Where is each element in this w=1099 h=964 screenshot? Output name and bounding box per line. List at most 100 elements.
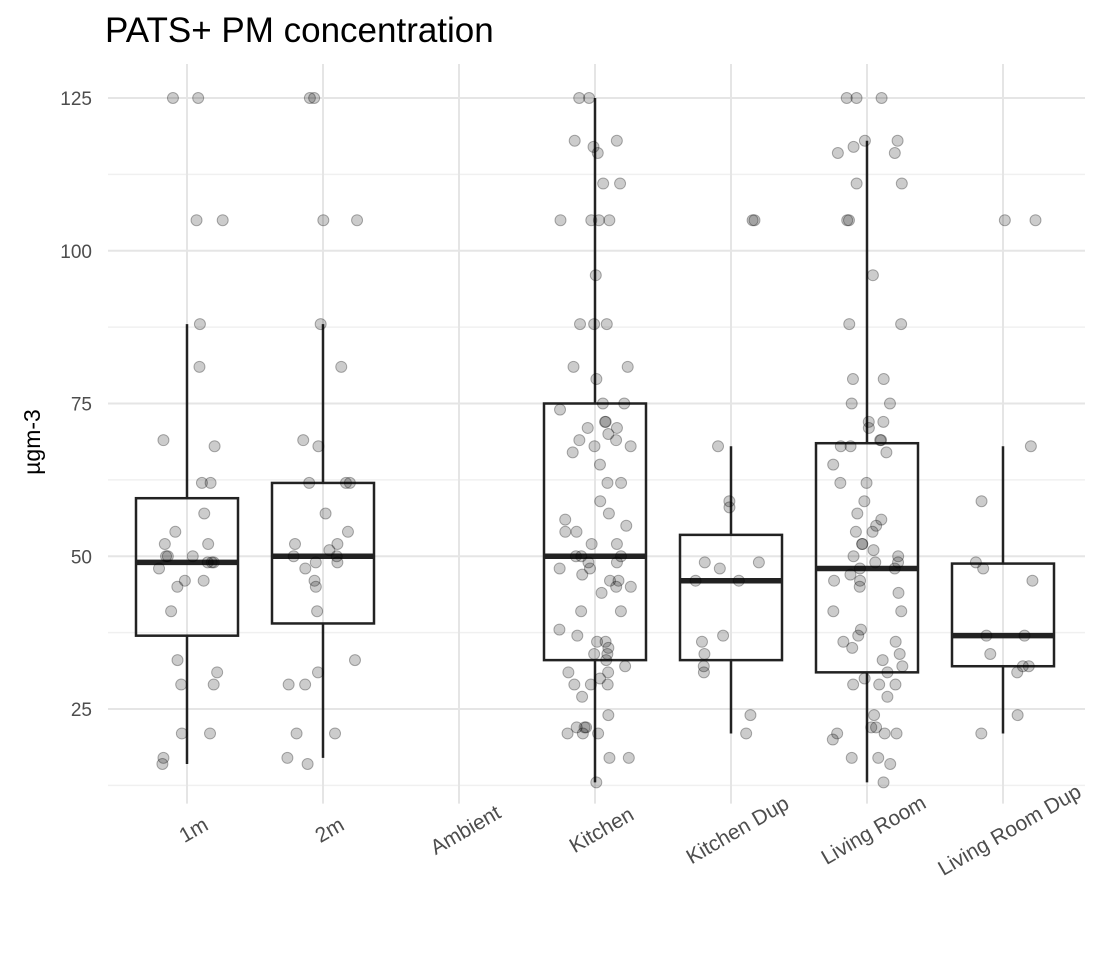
data-point (573, 434, 586, 447)
data-point (330, 550, 343, 563)
data-point (317, 214, 330, 227)
data-point (169, 525, 182, 538)
data-point (348, 654, 361, 667)
data-point (850, 92, 863, 104)
data-point (175, 678, 188, 691)
data-point (329, 727, 342, 740)
data-point (303, 476, 316, 489)
data-point (201, 556, 214, 569)
data-point (297, 434, 310, 447)
data-point (584, 678, 597, 691)
data-point (186, 550, 199, 563)
data-point (849, 525, 862, 538)
data-point (157, 434, 170, 447)
data-point (610, 434, 623, 447)
data-point (843, 318, 856, 331)
data-point (610, 556, 623, 569)
data-point (341, 525, 354, 538)
data-point (603, 214, 616, 227)
data-point (892, 586, 905, 599)
data-point (158, 538, 171, 551)
data-point (844, 440, 857, 453)
data-point (834, 440, 847, 453)
data-point (580, 721, 593, 734)
data-point (869, 556, 882, 569)
data-point (698, 648, 711, 661)
data-point (602, 709, 615, 722)
data-point (875, 434, 888, 447)
data-point (216, 214, 229, 227)
data-point (588, 440, 601, 453)
data-point (603, 751, 616, 764)
data-point (851, 507, 864, 520)
data-point (335, 360, 348, 373)
data-point (597, 177, 610, 190)
data-point (866, 525, 879, 538)
data-point (622, 751, 635, 764)
data-point (1011, 666, 1024, 679)
data-point (309, 580, 322, 593)
data-point (856, 538, 869, 551)
data-point (311, 605, 324, 618)
data-point (591, 635, 604, 648)
data-point (576, 690, 589, 703)
data-point (840, 92, 853, 104)
data-point (893, 648, 906, 661)
data-point (624, 580, 637, 593)
data-point (178, 574, 191, 587)
data-point (890, 727, 903, 740)
data-point (207, 556, 220, 569)
data-point (600, 654, 613, 667)
data-point (171, 654, 184, 667)
data-point (844, 568, 857, 581)
data-point (614, 177, 627, 190)
data-point (870, 519, 883, 532)
point-layer (153, 92, 1042, 789)
data-point (614, 550, 627, 563)
data-point (877, 776, 890, 789)
data-point (984, 648, 997, 661)
data-point (828, 574, 841, 587)
box-layer (134, 98, 1056, 783)
data-point (161, 550, 174, 563)
y-tick-label: 125 (60, 89, 92, 110)
data-point (175, 727, 188, 740)
data-point (582, 556, 595, 569)
data-point (339, 476, 352, 489)
data-point (569, 550, 582, 563)
data-point (874, 434, 887, 447)
data-point (858, 672, 871, 685)
data-point (873, 678, 886, 691)
data-point (153, 562, 166, 575)
data-point (570, 525, 583, 538)
data-point (576, 568, 589, 581)
data-point (299, 678, 312, 691)
data-point (165, 605, 178, 618)
data-point (977, 562, 990, 575)
data-point (896, 660, 909, 673)
data-point (884, 757, 897, 770)
data-point (205, 556, 218, 569)
data-point (889, 635, 902, 648)
y-axis-label: µgm-3 (19, 409, 45, 475)
y-tick-label: 50 (71, 547, 92, 568)
data-point (695, 635, 708, 648)
data-point (197, 574, 210, 587)
data-point (610, 134, 623, 147)
data-point (303, 92, 316, 104)
data-point (888, 146, 901, 159)
iqr-box (950, 562, 1056, 668)
data-point (858, 134, 871, 147)
data-point (309, 556, 322, 569)
data-point (867, 544, 880, 557)
data-point (888, 562, 901, 575)
data-point (860, 476, 873, 489)
data-point (601, 648, 614, 661)
data-point (846, 641, 859, 654)
data-point (594, 495, 607, 508)
data-point (190, 214, 203, 227)
data-point (604, 574, 617, 587)
data-point (351, 214, 364, 227)
data-point (602, 507, 615, 520)
data-point (575, 605, 588, 618)
